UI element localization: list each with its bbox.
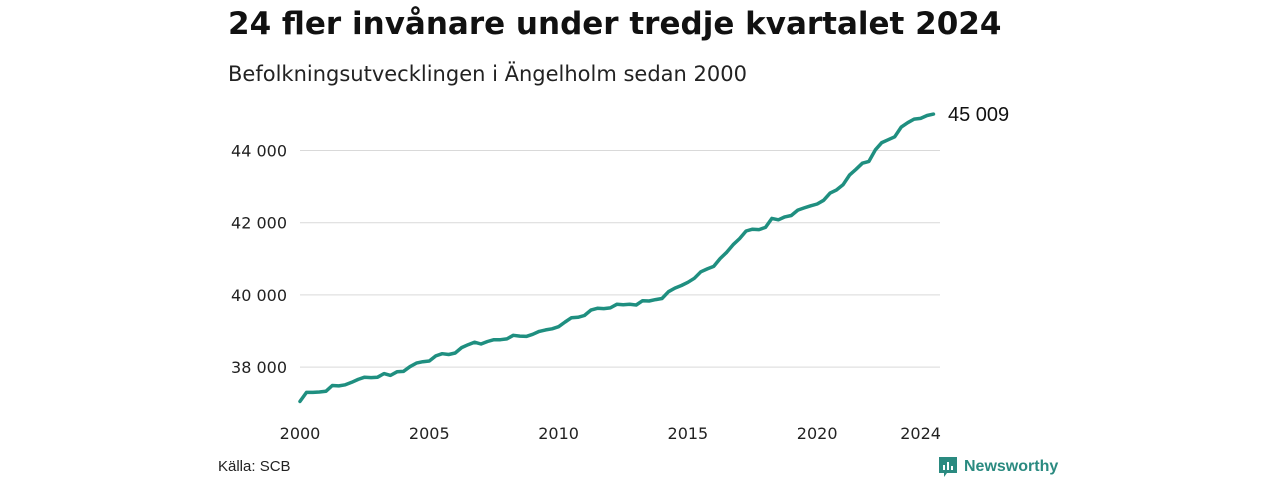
x-tick-label: 2005 (409, 424, 450, 443)
population-line (298, 112, 936, 404)
y-tick-label: 44 000 (231, 142, 287, 161)
brand-logo: Newsworthy (938, 456, 1058, 478)
x-tick-label: 2010 (538, 424, 579, 443)
end-label-group: 45 009 (948, 104, 1009, 126)
source-note: Källa: SCB (218, 458, 291, 475)
x-tick-label: 2000 (280, 424, 321, 443)
y-tick-label: 38 000 (231, 358, 287, 377)
chart-title: 24 fler invånare under tredje kvartalet … (228, 6, 1002, 42)
x-tick-label: 2020 (797, 424, 838, 443)
y-tick-label: 40 000 (231, 286, 287, 305)
series-group (298, 112, 936, 404)
x-tick-label: 2015 (668, 424, 709, 443)
bar-chart-logo-icon (939, 457, 957, 477)
y-tick-label: 42 000 (231, 214, 287, 233)
end-value-label: 45 009 (948, 104, 1009, 126)
chart-subtitle: Befolkningsutvecklingen i Ängelholm seda… (228, 62, 747, 86)
brand-name: Newsworthy (964, 458, 1059, 475)
x-axis-ticks: 2000 2005 2010 2015 2020 2024 (280, 424, 941, 443)
y-axis-ticks: 38 000 40 000 42 000 44 000 (231, 142, 287, 378)
x-tick-label: 2024 (900, 424, 941, 443)
